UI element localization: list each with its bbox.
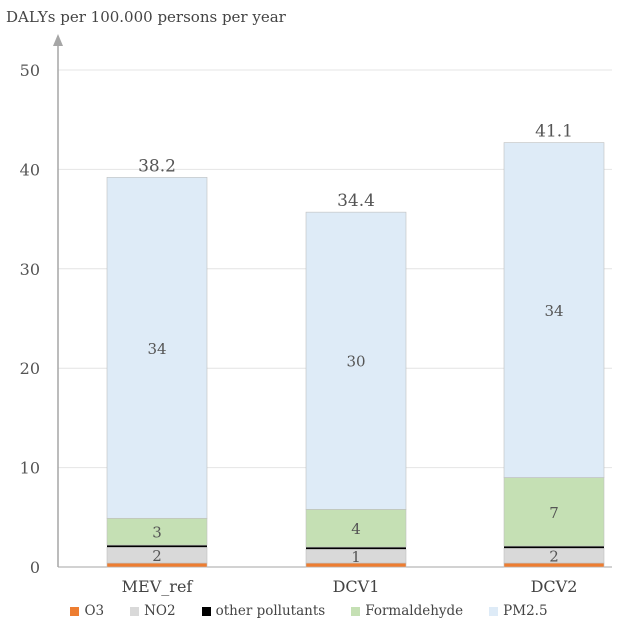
y-axis-arrow-icon (53, 34, 63, 46)
x-tick-label: DCV2 (531, 577, 578, 596)
x-tick-label: MEV_ref (122, 577, 194, 596)
y-tick-label: 30 (20, 260, 40, 279)
legend-item: O3 (70, 603, 104, 619)
y-tick-label: 40 (20, 160, 40, 179)
legend-swatch (201, 606, 211, 616)
legend-item: PM2.5 (489, 603, 548, 619)
chart-title: DALYs per 100.000 persons per year (6, 8, 286, 26)
legend-swatch (130, 606, 140, 616)
data-label: 1 (351, 548, 361, 566)
y-tick-label: 50 (20, 61, 40, 80)
data-label: 2 (549, 548, 559, 566)
legend-swatch (351, 606, 361, 616)
data-label: 34 (544, 302, 563, 320)
legend-swatch (489, 606, 499, 616)
total-label: 41.1 (535, 122, 573, 142)
legend-item: Formaldehyde (351, 603, 463, 619)
bar-segment (106, 177, 208, 519)
data-label: 2 (152, 547, 162, 565)
bar-segment (305, 509, 407, 548)
total-label: 38.2 (138, 156, 176, 176)
legend-item: other pollutants (201, 603, 326, 619)
bar-segment (503, 547, 605, 564)
data-label: 30 (346, 353, 365, 371)
bar-segment (504, 546, 604, 549)
total-label: 34.4 (337, 191, 375, 211)
legend-label: O3 (84, 603, 105, 619)
bar-segment (503, 142, 605, 478)
legend-label: Formaldehyde (365, 603, 464, 619)
stacked-bar-chart: 0 10 20 30 40 50 2 3 34 38.2 MEV_ref 1 4 30 34.4 DCV1 2 7… (20, 34, 612, 596)
bar-segment (306, 547, 406, 550)
legend-label: PM2.5 (503, 603, 548, 619)
x-tick-label: DCV1 (333, 577, 380, 596)
bar-segment (305, 211, 407, 510)
data-label: 4 (351, 520, 361, 538)
legend-item: NO2 (130, 603, 176, 619)
legend: O3 NO2 other pollutants Formaldehyde PM2.5 (0, 603, 618, 619)
data-label: 7 (549, 504, 559, 522)
y-tick-label: 10 (20, 459, 40, 478)
y-tick-label: 20 (20, 359, 40, 378)
legend-label: NO2 (144, 603, 176, 619)
legend-swatch (70, 606, 80, 616)
legend-label: other pollutants (215, 603, 326, 619)
bar-segment (107, 545, 207, 548)
y-tick-label: 0 (30, 558, 40, 577)
data-label: 34 (147, 340, 166, 358)
data-label: 3 (152, 524, 162, 542)
